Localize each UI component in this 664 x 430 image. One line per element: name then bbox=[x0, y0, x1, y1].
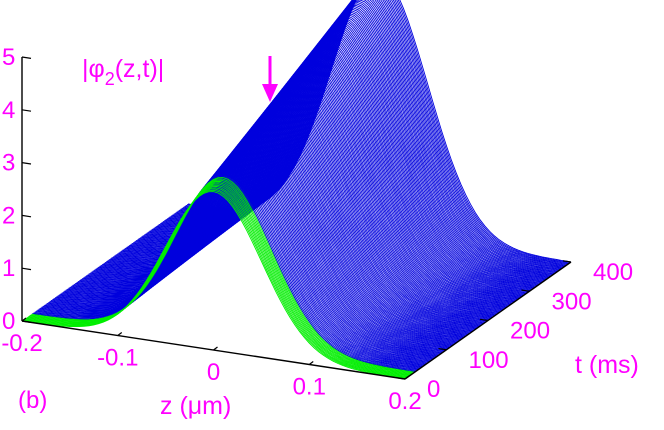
slice-line bbox=[65, 132, 449, 349]
slice-line bbox=[79, 115, 463, 340]
y-axis-label: t (ms) bbox=[575, 351, 639, 379]
slice-line bbox=[21, 191, 406, 380]
x-tick-label: 0.1 bbox=[293, 374, 326, 401]
z-tick-mark bbox=[21, 214, 32, 218]
slice-line bbox=[73, 122, 457, 343]
z-tick-mark bbox=[21, 162, 32, 165]
slice-line bbox=[77, 116, 462, 340]
slice-line bbox=[28, 182, 412, 376]
slice-line bbox=[42, 162, 426, 365]
z-tick-mark bbox=[21, 56, 32, 59]
slice-line bbox=[37, 169, 421, 369]
slice-line bbox=[30, 178, 414, 374]
x-tick-mark bbox=[404, 375, 410, 380]
z-tick-label: 5 bbox=[2, 44, 15, 71]
x-tick-mark bbox=[308, 361, 314, 365]
slice-line bbox=[52, 150, 436, 359]
x-tick-label: 0.2 bbox=[388, 388, 421, 415]
z-tick-label: 3 bbox=[2, 150, 15, 177]
slice-line bbox=[62, 136, 446, 351]
slice-line bbox=[33, 174, 417, 372]
slice-line bbox=[56, 144, 440, 356]
slice-line bbox=[59, 140, 443, 354]
slice-line bbox=[72, 123, 456, 344]
slice-line bbox=[66, 131, 450, 348]
slice-line bbox=[47, 155, 431, 362]
slice-line bbox=[24, 187, 408, 378]
z-tick-label: 2 bbox=[2, 202, 15, 229]
z-tick-mark bbox=[21, 267, 32, 271]
slice-line bbox=[54, 147, 438, 357]
y-tick-label: 100 bbox=[469, 347, 509, 374]
y-tick-mark bbox=[396, 377, 406, 380]
slice-line bbox=[50, 151, 435, 359]
x-tick-label: -0.2 bbox=[1, 330, 42, 357]
slice-line bbox=[53, 148, 437, 358]
y-tick-mark bbox=[521, 289, 530, 292]
slice-line bbox=[49, 153, 434, 360]
slice-line bbox=[76, 117, 461, 341]
y-tick-mark bbox=[562, 260, 572, 263]
slice-line bbox=[69, 127, 453, 346]
slice-line bbox=[48, 154, 433, 361]
z-tick-mark bbox=[21, 320, 32, 323]
z-tick-mark bbox=[21, 109, 32, 112]
slice-line bbox=[23, 188, 407, 379]
slice-line bbox=[63, 135, 447, 351]
slice-line bbox=[28, 180, 412, 375]
y-tick-mark bbox=[479, 318, 489, 322]
arrow-annotation bbox=[262, 56, 278, 102]
slice-line bbox=[35, 171, 419, 370]
panel-label: (b) bbox=[18, 387, 47, 414]
y-tick-label: 300 bbox=[552, 288, 592, 315]
x-axis-label: z (μm) bbox=[160, 392, 231, 420]
slice-line bbox=[57, 143, 441, 355]
slice-line bbox=[46, 157, 430, 362]
slice-line bbox=[27, 183, 411, 376]
slice-line bbox=[32, 175, 416, 373]
slice-line bbox=[31, 177, 415, 373]
slice-line bbox=[26, 184, 410, 377]
slice-line bbox=[60, 139, 444, 353]
y-tick-mark bbox=[438, 347, 447, 351]
slice-line bbox=[64, 134, 448, 350]
slice-line bbox=[44, 159, 428, 364]
slice-line bbox=[25, 186, 409, 377]
y-tick-label: 0 bbox=[427, 376, 440, 403]
z-tick-label: 1 bbox=[2, 255, 15, 282]
slice-line bbox=[55, 146, 439, 356]
x-tick-mark bbox=[21, 317, 27, 322]
y-tick-label: 200 bbox=[510, 318, 550, 345]
slice-line bbox=[74, 120, 458, 343]
x-tick-label: 0 bbox=[207, 359, 220, 386]
x-tick-mark bbox=[213, 346, 218, 351]
slice-line bbox=[29, 179, 413, 374]
y-tick-label: 400 bbox=[593, 259, 633, 286]
slice-line bbox=[40, 165, 424, 367]
slice-line bbox=[39, 166, 423, 367]
slice-line bbox=[22, 189, 406, 379]
z-tick-label: 0 bbox=[2, 308, 15, 335]
slice-line bbox=[38, 167, 422, 368]
slice-line bbox=[71, 124, 455, 345]
slice-line bbox=[58, 142, 442, 354]
slice-line bbox=[68, 128, 452, 347]
z-tick-label: 4 bbox=[2, 97, 15, 124]
x-tick-mark bbox=[117, 332, 123, 336]
slice-line bbox=[45, 158, 429, 363]
slice-line bbox=[43, 161, 427, 365]
surface-grid bbox=[21, 0, 572, 380]
slice-line bbox=[75, 119, 459, 342]
slice-line bbox=[67, 130, 451, 348]
slice-line bbox=[41, 163, 425, 366]
z-axis-label: |φ2(z,t)| bbox=[82, 55, 164, 89]
x-tick-label: -0.1 bbox=[97, 345, 138, 372]
slice-line bbox=[36, 170, 420, 370]
slice-line bbox=[34, 173, 418, 371]
slice-line bbox=[61, 138, 445, 352]
slice-line bbox=[70, 126, 454, 346]
